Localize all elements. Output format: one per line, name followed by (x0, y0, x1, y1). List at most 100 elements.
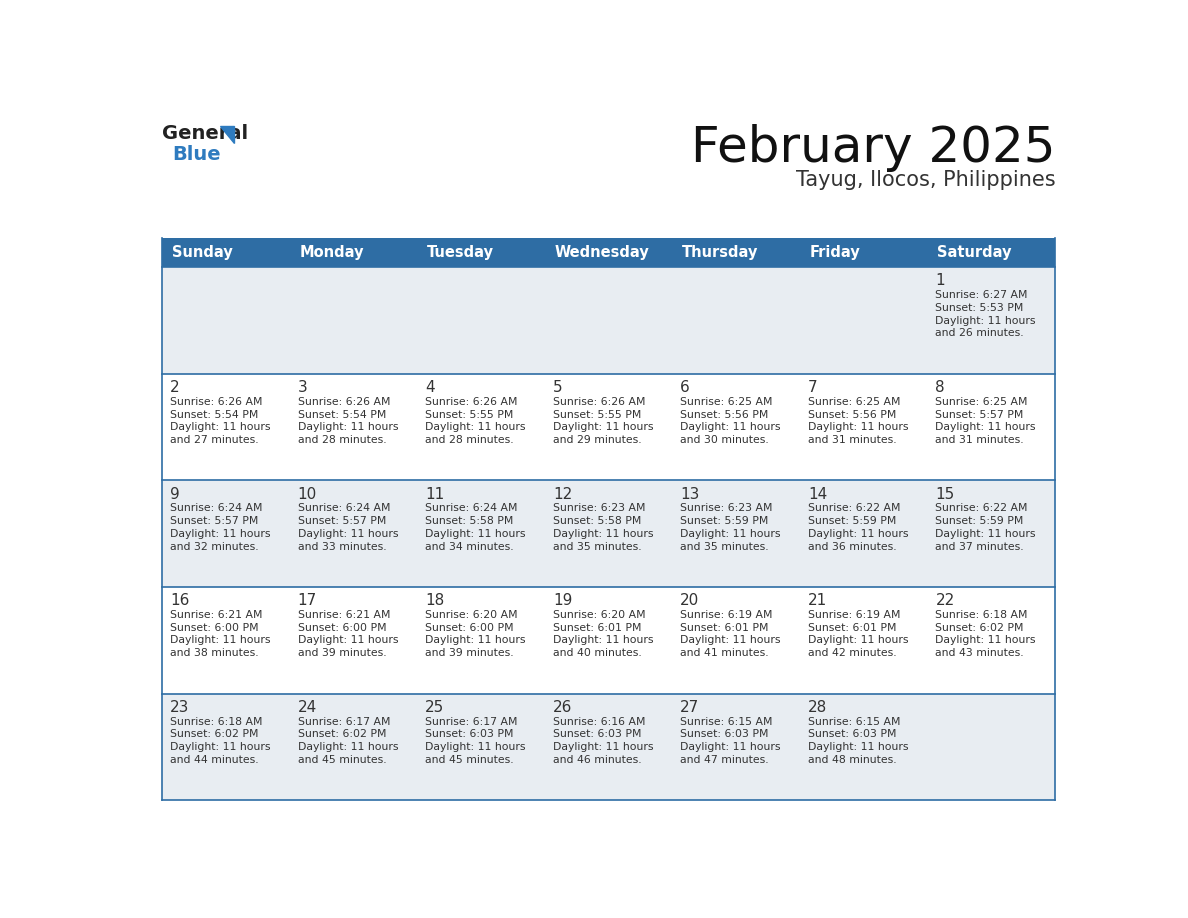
Text: and 37 minutes.: and 37 minutes. (935, 542, 1024, 552)
Text: Sunrise: 6:25 AM: Sunrise: 6:25 AM (935, 397, 1028, 407)
Bar (163, 267, 1055, 374)
Text: Sunset: 6:01 PM: Sunset: 6:01 PM (681, 622, 769, 633)
Text: Daylight: 11 hours: Daylight: 11 hours (552, 635, 653, 645)
Text: Thursday: Thursday (682, 245, 758, 260)
Text: Sunrise: 6:23 AM: Sunrise: 6:23 AM (552, 503, 645, 513)
Bar (163, 587, 1055, 693)
Text: Tuesday: Tuesday (426, 245, 494, 260)
Text: and 28 minutes.: and 28 minutes. (425, 435, 514, 445)
Text: and 26 minutes.: and 26 minutes. (935, 329, 1024, 339)
Text: Sunrise: 6:18 AM: Sunrise: 6:18 AM (935, 610, 1028, 620)
Text: Sunrise: 6:17 AM: Sunrise: 6:17 AM (425, 717, 518, 727)
Bar (417, 238, 545, 267)
Text: Sunrise: 6:26 AM: Sunrise: 6:26 AM (170, 397, 263, 407)
Text: and 35 minutes.: and 35 minutes. (681, 542, 769, 552)
Text: 20: 20 (681, 593, 700, 608)
Text: Sunset: 6:03 PM: Sunset: 6:03 PM (552, 729, 642, 739)
Text: 7: 7 (808, 380, 817, 395)
Text: Daylight: 11 hours: Daylight: 11 hours (552, 742, 653, 752)
Text: Daylight: 11 hours: Daylight: 11 hours (170, 529, 271, 539)
Text: and 41 minutes.: and 41 minutes. (681, 648, 769, 658)
Text: and 45 minutes.: and 45 minutes. (298, 755, 386, 765)
Text: and 45 minutes.: and 45 minutes. (425, 755, 514, 765)
Text: Monday: Monday (299, 245, 364, 260)
Text: Sunrise: 6:22 AM: Sunrise: 6:22 AM (808, 503, 901, 513)
Bar (672, 238, 801, 267)
Text: Sunset: 5:54 PM: Sunset: 5:54 PM (170, 409, 259, 420)
Text: Sunset: 5:54 PM: Sunset: 5:54 PM (298, 409, 386, 420)
Text: Sunset: 6:02 PM: Sunset: 6:02 PM (170, 729, 259, 739)
Text: Daylight: 11 hours: Daylight: 11 hours (935, 635, 1036, 645)
Text: Daylight: 11 hours: Daylight: 11 hours (808, 529, 909, 539)
Text: and 30 minutes.: and 30 minutes. (681, 435, 769, 445)
Text: Sunrise: 6:24 AM: Sunrise: 6:24 AM (425, 503, 518, 513)
Text: Daylight: 11 hours: Daylight: 11 hours (808, 422, 909, 432)
Text: Sunrise: 6:24 AM: Sunrise: 6:24 AM (298, 503, 390, 513)
Text: and 33 minutes.: and 33 minutes. (298, 542, 386, 552)
Text: and 34 minutes.: and 34 minutes. (425, 542, 514, 552)
Text: Sunset: 6:01 PM: Sunset: 6:01 PM (808, 622, 897, 633)
Text: Sunset: 5:53 PM: Sunset: 5:53 PM (935, 303, 1024, 313)
Text: Daylight: 11 hours: Daylight: 11 hours (808, 742, 909, 752)
Text: 1: 1 (935, 274, 946, 288)
Text: and 28 minutes.: and 28 minutes. (298, 435, 386, 445)
Text: Sunrise: 6:15 AM: Sunrise: 6:15 AM (681, 717, 773, 727)
Text: Daylight: 11 hours: Daylight: 11 hours (552, 422, 653, 432)
Text: Sunrise: 6:26 AM: Sunrise: 6:26 AM (552, 397, 645, 407)
Text: Sunset: 5:57 PM: Sunset: 5:57 PM (935, 409, 1024, 420)
Text: Daylight: 11 hours: Daylight: 11 hours (681, 529, 781, 539)
Text: 9: 9 (170, 487, 179, 501)
Text: and 35 minutes.: and 35 minutes. (552, 542, 642, 552)
Text: Sunset: 5:59 PM: Sunset: 5:59 PM (808, 516, 896, 526)
Text: Sunset: 6:03 PM: Sunset: 6:03 PM (425, 729, 513, 739)
Text: Daylight: 11 hours: Daylight: 11 hours (425, 635, 526, 645)
Text: 3: 3 (298, 380, 308, 395)
Text: Sunrise: 6:20 AM: Sunrise: 6:20 AM (552, 610, 645, 620)
Text: and 39 minutes.: and 39 minutes. (425, 648, 514, 658)
Bar (163, 374, 1055, 480)
Text: Daylight: 11 hours: Daylight: 11 hours (170, 422, 271, 432)
Text: Sunrise: 6:27 AM: Sunrise: 6:27 AM (935, 290, 1028, 300)
Text: and 39 minutes.: and 39 minutes. (298, 648, 386, 658)
Text: 5: 5 (552, 380, 562, 395)
Text: Sunrise: 6:22 AM: Sunrise: 6:22 AM (935, 503, 1028, 513)
Text: Sunrise: 6:24 AM: Sunrise: 6:24 AM (170, 503, 263, 513)
Text: Sunset: 5:57 PM: Sunset: 5:57 PM (170, 516, 259, 526)
Text: Daylight: 11 hours: Daylight: 11 hours (808, 635, 909, 645)
Text: Sunset: 5:58 PM: Sunset: 5:58 PM (425, 516, 513, 526)
Text: 13: 13 (681, 487, 700, 501)
Polygon shape (220, 127, 234, 143)
Text: 10: 10 (298, 487, 317, 501)
Text: Sunset: 5:58 PM: Sunset: 5:58 PM (552, 516, 642, 526)
Text: and 29 minutes.: and 29 minutes. (552, 435, 642, 445)
Text: Daylight: 11 hours: Daylight: 11 hours (681, 635, 781, 645)
Text: Sunset: 6:02 PM: Sunset: 6:02 PM (935, 622, 1024, 633)
Bar (163, 480, 1055, 587)
Text: 16: 16 (170, 593, 190, 608)
Text: Sunset: 5:57 PM: Sunset: 5:57 PM (298, 516, 386, 526)
Text: Daylight: 11 hours: Daylight: 11 hours (425, 742, 526, 752)
Text: 2: 2 (170, 380, 179, 395)
Text: Sunrise: 6:19 AM: Sunrise: 6:19 AM (808, 610, 901, 620)
Text: 12: 12 (552, 487, 573, 501)
Text: 22: 22 (935, 593, 955, 608)
Text: 11: 11 (425, 487, 444, 501)
Text: Sunrise: 6:21 AM: Sunrise: 6:21 AM (298, 610, 390, 620)
Bar (163, 693, 1055, 800)
Text: Daylight: 11 hours: Daylight: 11 hours (298, 742, 398, 752)
Bar (801, 238, 928, 267)
Text: Sunrise: 6:23 AM: Sunrise: 6:23 AM (681, 503, 773, 513)
Text: Sunrise: 6:26 AM: Sunrise: 6:26 AM (298, 397, 390, 407)
Text: Sunset: 5:56 PM: Sunset: 5:56 PM (681, 409, 769, 420)
Text: Wednesday: Wednesday (555, 245, 649, 260)
Text: General: General (163, 124, 248, 143)
Text: Daylight: 11 hours: Daylight: 11 hours (681, 422, 781, 432)
Text: Sunrise: 6:20 AM: Sunrise: 6:20 AM (425, 610, 518, 620)
Text: Daylight: 11 hours: Daylight: 11 hours (681, 742, 781, 752)
Text: Daylight: 11 hours: Daylight: 11 hours (425, 422, 526, 432)
Text: and 42 minutes.: and 42 minutes. (808, 648, 897, 658)
Text: 26: 26 (552, 700, 573, 715)
Text: Daylight: 11 hours: Daylight: 11 hours (170, 635, 271, 645)
Text: Sunset: 6:00 PM: Sunset: 6:00 PM (298, 622, 386, 633)
Text: Sunrise: 6:15 AM: Sunrise: 6:15 AM (808, 717, 901, 727)
